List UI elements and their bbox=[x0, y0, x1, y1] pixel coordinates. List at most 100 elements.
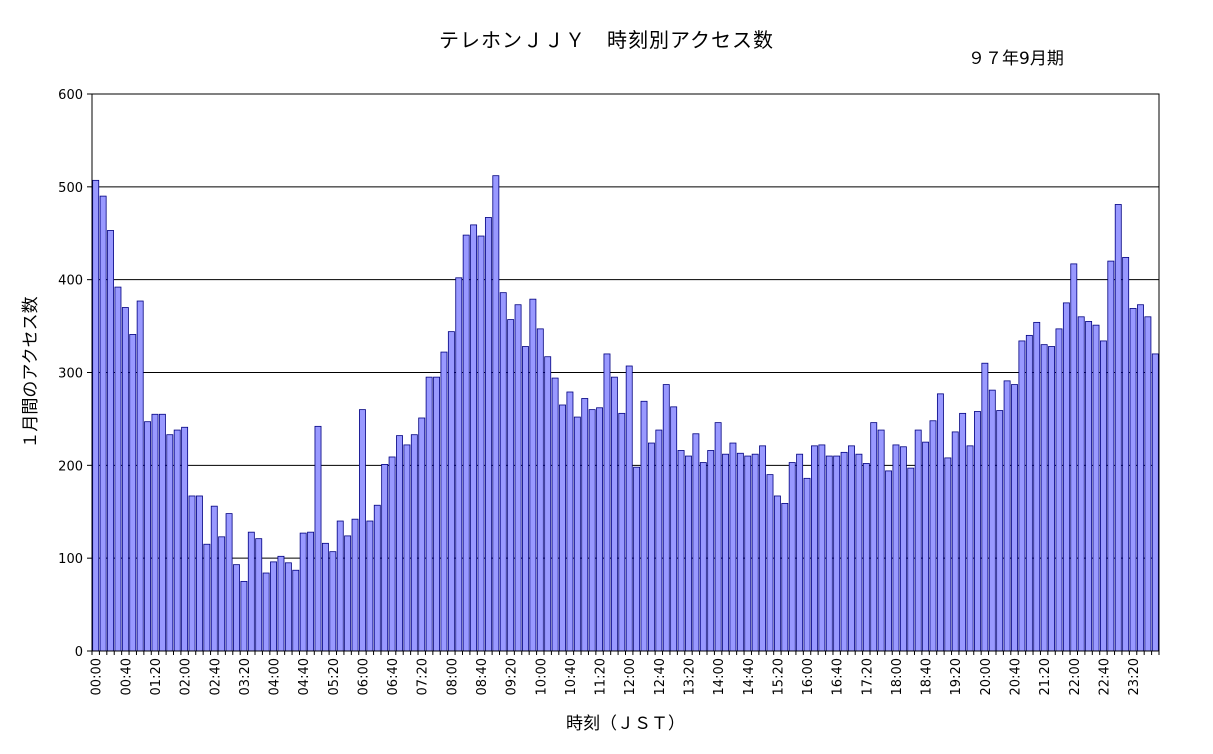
bar bbox=[573, 416, 581, 652]
bar bbox=[470, 224, 478, 652]
bar bbox=[1018, 340, 1026, 652]
bar bbox=[1033, 321, 1041, 652]
bar bbox=[714, 422, 722, 652]
bar bbox=[603, 353, 611, 652]
x-tick-label: 00:40 bbox=[119, 658, 134, 695]
y-tick-label: 200 bbox=[58, 459, 83, 474]
x-tick-label: 10:40 bbox=[564, 658, 579, 695]
bar bbox=[1040, 344, 1048, 652]
bar bbox=[1137, 304, 1144, 652]
bar bbox=[736, 452, 744, 652]
bar bbox=[447, 331, 455, 652]
bar bbox=[766, 474, 774, 652]
x-tick-label: 02:00 bbox=[179, 658, 194, 695]
bar bbox=[321, 542, 329, 652]
bar bbox=[662, 384, 670, 652]
bar bbox=[366, 520, 374, 652]
bar bbox=[1070, 263, 1078, 652]
x-tick-label: 18:00 bbox=[890, 658, 905, 695]
bar bbox=[677, 450, 685, 652]
x-tick-label: 00:00 bbox=[90, 658, 105, 695]
bar bbox=[514, 304, 522, 652]
bar bbox=[381, 463, 389, 652]
bar bbox=[929, 420, 937, 652]
bar bbox=[1151, 353, 1159, 652]
bar bbox=[484, 217, 492, 652]
bar bbox=[99, 195, 107, 652]
bar bbox=[314, 425, 322, 652]
bar bbox=[121, 307, 129, 652]
bar bbox=[425, 376, 433, 652]
bar bbox=[247, 531, 255, 652]
bar bbox=[648, 442, 655, 652]
bar bbox=[433, 376, 440, 652]
bar bbox=[262, 572, 270, 652]
bar bbox=[729, 442, 737, 652]
bar bbox=[885, 470, 892, 652]
bar bbox=[951, 431, 959, 652]
bar bbox=[233, 564, 240, 652]
bar bbox=[922, 441, 930, 652]
x-tick-label: 12:00 bbox=[623, 658, 638, 695]
bar bbox=[255, 538, 263, 652]
bar bbox=[959, 412, 967, 652]
bar bbox=[410, 434, 418, 652]
bar bbox=[173, 429, 181, 652]
bar bbox=[1107, 260, 1115, 652]
bar bbox=[788, 462, 796, 652]
bar bbox=[870, 422, 878, 652]
bar bbox=[1025, 334, 1033, 652]
chart-title: テレホンＪＪＹ 時刻別アクセス数 bbox=[439, 28, 774, 52]
bar bbox=[277, 555, 285, 652]
bar bbox=[1144, 316, 1152, 652]
x-tick-label: 18:40 bbox=[920, 658, 935, 695]
bar bbox=[299, 532, 307, 652]
bar bbox=[292, 569, 300, 652]
bar bbox=[351, 518, 359, 652]
bar bbox=[144, 421, 152, 652]
bar bbox=[92, 179, 100, 652]
bar bbox=[307, 531, 315, 652]
x-tick-label: 23:20 bbox=[1127, 658, 1142, 695]
x-tick-label: 08:00 bbox=[445, 658, 460, 695]
bar bbox=[203, 543, 211, 652]
bar bbox=[188, 495, 196, 652]
bar bbox=[218, 536, 226, 652]
x-tick-label: 20:40 bbox=[1009, 658, 1024, 695]
bar bbox=[158, 413, 166, 652]
bar bbox=[1092, 324, 1100, 652]
bar bbox=[618, 412, 626, 652]
x-tick-label: 13:20 bbox=[682, 658, 697, 695]
gridlines bbox=[92, 186, 1159, 559]
x-tick-label: 16:00 bbox=[801, 658, 816, 695]
bar bbox=[581, 398, 589, 652]
x-tick-label: 10:00 bbox=[534, 658, 549, 695]
x-tick-label: 04:40 bbox=[297, 658, 312, 695]
bar bbox=[877, 429, 885, 652]
x-axis-label: 時刻（ＪＳＴ） bbox=[566, 714, 685, 734]
bar bbox=[803, 477, 811, 652]
bar bbox=[396, 435, 403, 652]
x-tick-label: 16:40 bbox=[831, 658, 846, 695]
y-tick-label: 100 bbox=[58, 552, 83, 567]
bar bbox=[796, 453, 804, 652]
bar bbox=[610, 376, 618, 652]
bar bbox=[559, 404, 566, 652]
x-tick-label: 11:20 bbox=[594, 658, 609, 695]
bar bbox=[862, 463, 870, 652]
bar bbox=[373, 504, 381, 652]
bar bbox=[462, 234, 470, 652]
x-tick-label: 12:40 bbox=[653, 658, 668, 695]
bar bbox=[840, 451, 848, 652]
bar bbox=[773, 495, 781, 652]
bar bbox=[284, 562, 292, 652]
bar bbox=[625, 365, 633, 652]
x-tick-label: 14:40 bbox=[742, 658, 757, 695]
bar bbox=[825, 455, 833, 652]
bar bbox=[692, 433, 700, 652]
bar bbox=[1085, 321, 1093, 652]
bar bbox=[551, 377, 559, 652]
bar bbox=[981, 362, 989, 652]
bar bbox=[114, 286, 122, 652]
